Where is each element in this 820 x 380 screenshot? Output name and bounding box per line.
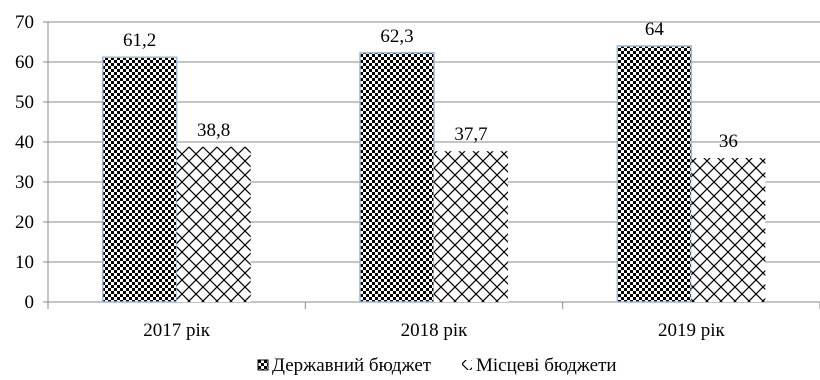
legend-swatch-local-budget: [462, 360, 472, 370]
x-tick-label: 2018 рік: [401, 320, 469, 341]
y-tick-label: 30: [15, 172, 34, 193]
data-labels: 61,2 62,3 64 38,8 37,7 36: [123, 19, 738, 152]
data-label: 61,2: [123, 30, 156, 51]
data-label: 62,3: [380, 26, 413, 47]
bar-state-budget: [101, 56, 178, 303]
y-tick-label: 40: [15, 132, 34, 153]
x-tick-label: 2017 рік: [143, 320, 211, 341]
y-tick-label: 0: [25, 292, 35, 313]
data-label: 38,8: [197, 120, 230, 141]
bar-local-budget: [691, 158, 766, 302]
legend-label: Місцеві бюджети: [476, 355, 617, 376]
y-tick-label: 50: [15, 92, 34, 113]
bar-state-budget: [616, 45, 693, 303]
bars: [101, 45, 766, 303]
legend: Державний бюджет Місцеві бюджети: [257, 355, 617, 376]
data-label: 36: [719, 131, 738, 152]
legend-label: Державний бюджет: [272, 355, 432, 376]
data-label: 64: [645, 19, 665, 40]
data-label: 37,7: [454, 124, 487, 145]
bar-state-budget: [359, 52, 435, 303]
y-tick-label: 10: [15, 252, 34, 273]
bar-local-budget: [176, 146, 251, 302]
y-tick-label: 70: [15, 12, 34, 33]
y-tick-label: 20: [15, 212, 34, 233]
legend-swatch-state-budget: [257, 359, 269, 371]
y-tick-label: 60: [15, 52, 34, 73]
x-tick-label: 2019 рік: [658, 320, 726, 341]
bar-local-budget: [434, 151, 508, 302]
